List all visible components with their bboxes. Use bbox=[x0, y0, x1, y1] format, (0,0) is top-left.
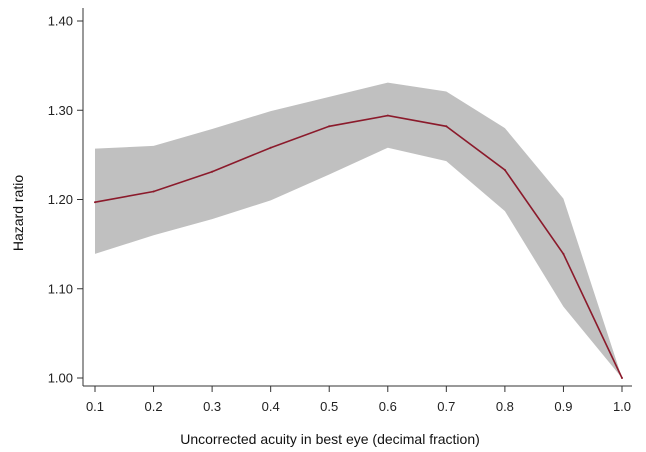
x-tick-label: 0.3 bbox=[203, 399, 221, 414]
data-point bbox=[211, 170, 214, 173]
data-point bbox=[386, 114, 389, 117]
y-tick-label: 1.10 bbox=[48, 281, 73, 296]
x-tick-label: 0.5 bbox=[320, 399, 338, 414]
data-point bbox=[152, 190, 155, 193]
data-point bbox=[562, 252, 565, 255]
x-axis-title: Uncorrected acuity in best eye (decimal … bbox=[180, 431, 480, 447]
y-axis-title: Hazard ratio bbox=[10, 175, 26, 251]
y-ticks: 1.00 1.10 1.20 1.30 1.40 bbox=[48, 14, 83, 386]
x-tick-label: 0.8 bbox=[496, 399, 514, 414]
confidence-band bbox=[95, 82, 622, 378]
data-point bbox=[94, 201, 96, 204]
data-point bbox=[445, 125, 448, 128]
x-tick-label: 0.1 bbox=[86, 399, 104, 414]
data-point bbox=[269, 146, 272, 149]
x-tick-label: 0.2 bbox=[145, 399, 163, 414]
x-tick-label: 0.9 bbox=[554, 399, 572, 414]
data-point bbox=[503, 169, 506, 171]
x-ticks: 0.1 0.2 0.3 0.4 0.5 0.6 0.7 0.8 0.9 1.0 bbox=[86, 386, 631, 414]
hazard-ratio-line bbox=[94, 114, 623, 379]
x-tick-label: 0.7 bbox=[437, 399, 455, 414]
data-point bbox=[621, 377, 623, 379]
confidence-band-layer bbox=[95, 82, 622, 378]
y-tick-label: 1.40 bbox=[48, 14, 73, 29]
hazard-line-layer bbox=[94, 114, 623, 379]
y-tick-label: 1.00 bbox=[48, 371, 73, 386]
x-tick-label: 1.0 bbox=[613, 399, 631, 414]
data-point bbox=[328, 125, 331, 128]
axes bbox=[82, 8, 632, 387]
x-tick-label: 0.4 bbox=[262, 399, 280, 414]
x-tick-label: 0.6 bbox=[379, 399, 397, 414]
y-tick-label: 1.30 bbox=[48, 103, 73, 118]
y-tick-label: 1.20 bbox=[48, 192, 73, 207]
